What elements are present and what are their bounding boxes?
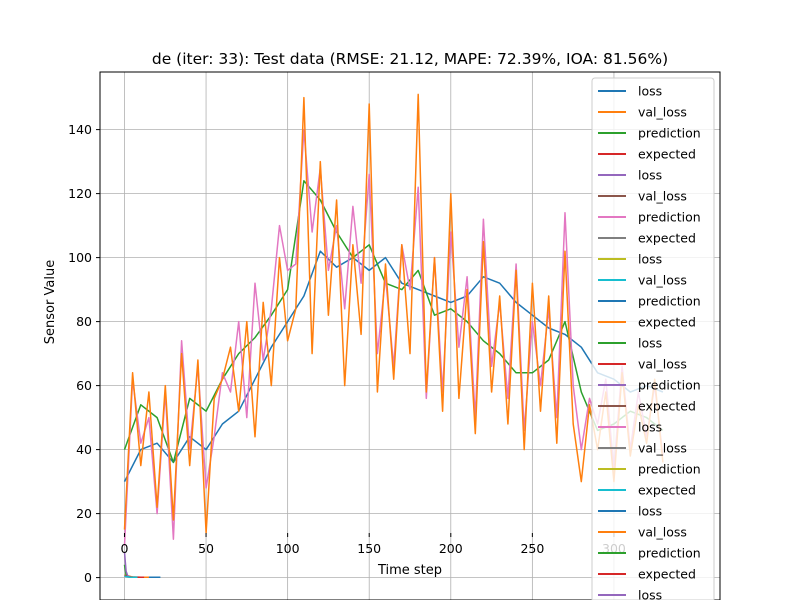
chart-title: de (iter: 33): Test data (RMSE: 21.12, M… (152, 50, 668, 68)
series-line (123, 93, 664, 534)
plot-frame (99, 71, 721, 600)
series-layer (123, 93, 664, 579)
y-tick-label: 80 (76, 314, 92, 329)
y-tick-label: 140 (68, 122, 92, 137)
y-tick-label: 40 (76, 442, 92, 457)
legend-label: expected (638, 315, 696, 330)
legend-label: expected (638, 399, 696, 414)
legend-label: val_loss (638, 105, 687, 120)
legend-label: loss (638, 84, 662, 99)
legend-label: loss (638, 420, 662, 435)
series-line (123, 180, 664, 464)
legend-label: prediction (638, 462, 701, 477)
legend-label: loss (638, 336, 662, 351)
legend-label: loss (638, 504, 662, 519)
legend-label: prediction (638, 210, 701, 225)
x-tick-label: 250 (520, 541, 544, 556)
x-tick-label: 50 (198, 541, 214, 556)
legend-label: expected (638, 567, 696, 582)
x-tick-label: 200 (439, 541, 463, 556)
y-tick-label: 20 (76, 506, 92, 521)
x-tick-label: 100 (276, 541, 300, 556)
legend-label: prediction (638, 294, 701, 309)
legend-label: val_loss (638, 189, 687, 204)
series-line (124, 575, 138, 579)
y-tick-label: 0 (84, 570, 92, 585)
legend-label: val_loss (638, 273, 687, 288)
y-tick-label: 120 (68, 186, 92, 201)
x-axis-label: Time step (377, 563, 442, 578)
series-line (123, 128, 664, 546)
y-axis-label: Sensor Value (43, 260, 58, 344)
legend-label: val_loss (638, 525, 687, 540)
y-tick-label: 60 (76, 378, 92, 393)
legend: loss val_loss prediction expected loss val_lo… (591, 77, 715, 600)
legend-label: val_loss (638, 357, 687, 372)
x-tick-label: 150 (357, 541, 381, 556)
legend-label: expected (638, 147, 696, 162)
legend-label: prediction (638, 378, 701, 393)
legend-label: prediction (638, 126, 701, 141)
legend-label: val_loss (638, 441, 687, 456)
legend-label: loss (638, 168, 662, 183)
legend-label: expected (638, 231, 696, 246)
y-tick-label: 100 (68, 250, 92, 265)
x-tick-label: 0 (120, 541, 128, 556)
legend-label: expected (638, 483, 696, 498)
legend-label: prediction (638, 546, 701, 561)
legend-label: loss (638, 588, 662, 600)
legend-label: loss (638, 252, 662, 267)
